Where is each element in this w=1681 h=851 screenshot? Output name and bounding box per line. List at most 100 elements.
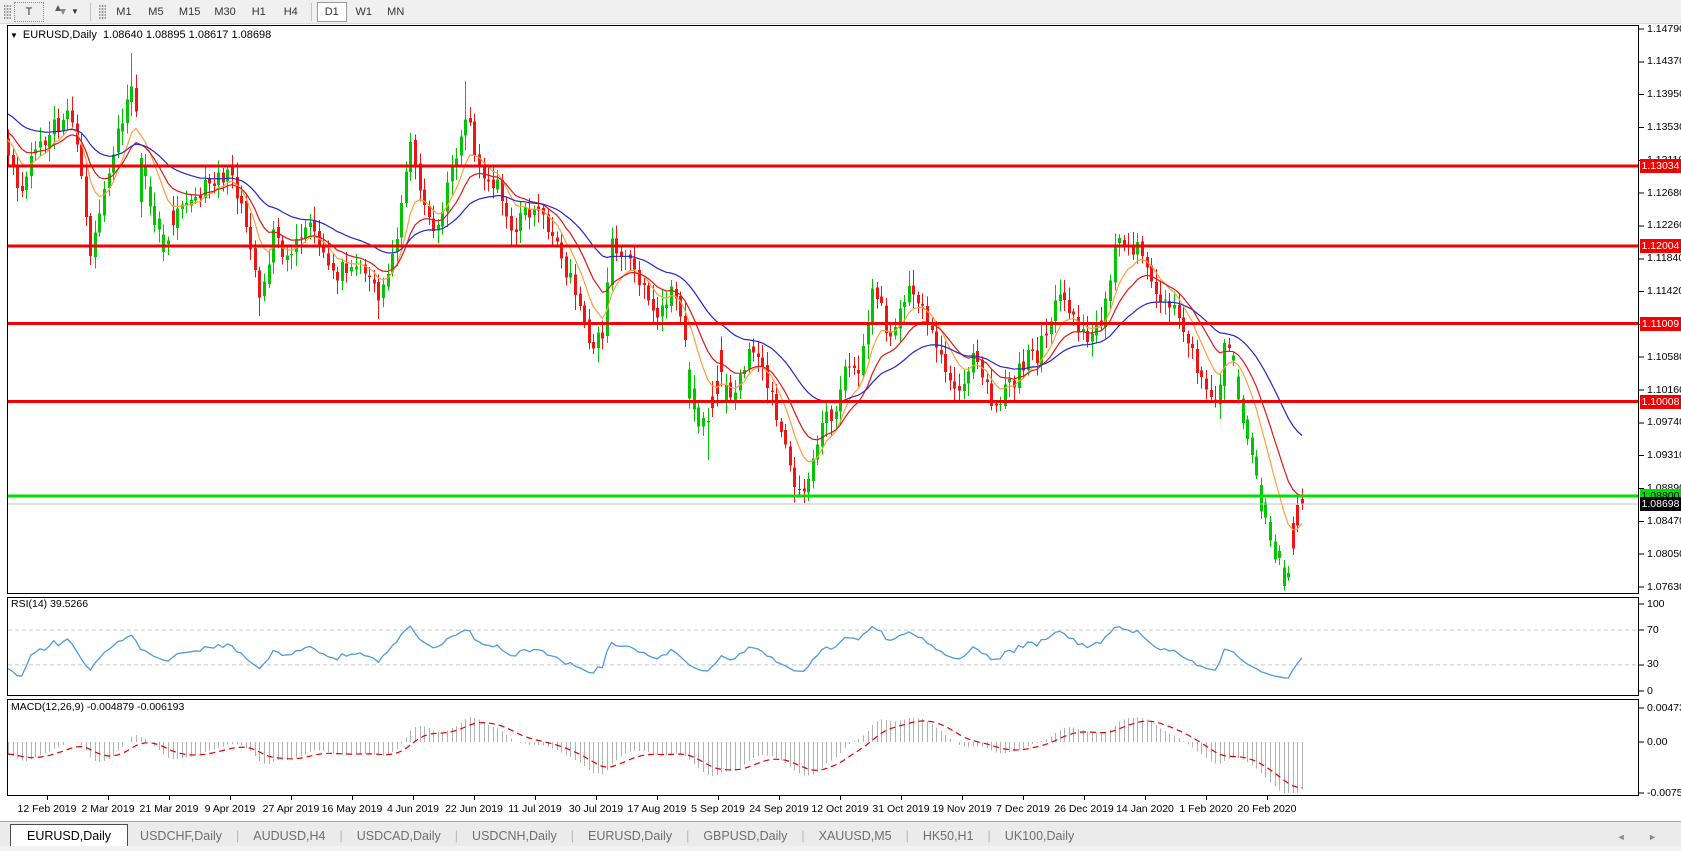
chart-tab-usdcad-daily[interactable]: USDCAD,Daily [356,829,441,843]
current-price-chip: 1.08698 [1640,496,1681,511]
price-tick-label: 1.12260 [1647,219,1681,232]
date-label: 5 Sep 2019 [691,803,745,815]
date-label: 12 Feb 2019 [17,803,77,815]
timeframe-button-m5[interactable]: M5 [148,5,164,18]
tab-separator: | [570,829,575,843]
date-label: 4 Jun 2019 [387,803,439,815]
tab-separator: | [339,829,343,843]
hline-price-chip: 1.10008 [1640,394,1681,409]
tab-separator: | [987,829,991,843]
chart-tab-gbpusd-daily[interactable]: GBPUSD,Daily [703,829,788,843]
chart-tab-usdcnh-daily[interactable]: USDCNH,Daily [472,829,557,843]
price-tick-label: 1.09310 [1647,449,1681,462]
price-tick-label: 1.10160 [1647,383,1681,396]
macd-tick-label: 0.00 [1647,735,1668,748]
chart-tab-hk50-h1[interactable]: HK50,H1 [922,829,974,843]
timeframe-button-h1[interactable]: H1 [251,5,266,18]
date-label: 20 Feb 2020 [1237,803,1297,815]
price-tick-label: 1.11420 [1647,285,1681,298]
chart-tab-usdchf-daily[interactable]: USDCHF,Daily [140,829,222,843]
date-label: 19 Nov 2019 [932,803,992,815]
date-label: 17 Aug 2019 [627,803,687,815]
date-label: 2 Mar 2019 [81,803,135,815]
price-tick-label: 1.09740 [1647,416,1681,429]
arrows-icon [52,3,68,20]
date-label: 30 Jul 2019 [568,803,624,815]
macd-label: MACD(12,26,9) -0.004879 -0.006193 [11,701,185,713]
timeframe-button-mn[interactable]: MN [387,5,405,18]
date-label: 12 Oct 2019 [811,803,869,815]
price-tick-label: 1.10580 [1647,350,1681,363]
ma-slow-line [7,113,1303,436]
ma-fast-line [7,127,1303,531]
tab-scroll-arrows[interactable]: ◄ ► [1616,832,1667,842]
timeframe-group: M1 M5 M15 M30 H1 H4 D1 W1 MN [108,1,412,22]
toolbar-separator [310,2,312,21]
tab-separator: | [454,829,459,843]
date-label: 22 Jun 2019 [445,803,503,815]
rsi-tick-label: 0 [1647,684,1653,697]
text-tool-button[interactable]: T [14,1,44,22]
chart-tab-eurusd-daily[interactable]: EURUSD,Daily [10,824,129,848]
ma-mid-line [7,131,1303,496]
toolbar: T ▼ M1 M5 M15 M30 H1 H4 D1 W1 MN [0,0,1681,24]
price-tick-label: 1.08050 [1647,547,1681,560]
timeframe-button-m30[interactable]: M30 [214,5,236,18]
date-label: 21 Mar 2019 [139,803,199,815]
chart-title: ▼ EURUSD,Daily 1.08640 1.08895 1.08617 1.… [10,29,271,41]
chart-tab-eurusd-daily[interactable]: EURUSD,Daily [588,829,673,843]
price-tick-label: 1.13950 [1647,88,1681,101]
timeframe-button-d1[interactable]: D1 [316,1,347,22]
rsi-tick-label: 30 [1647,658,1659,671]
hline-price-chip: 1.11009 [1640,316,1681,331]
rsi-tick-label: 70 [1647,623,1659,636]
toolbar-separator [89,2,91,21]
macd-tick-label: 0.004738 [1647,701,1681,714]
chart-tab-bar: EURUSD,Daily USDCHF,Daily | AUDUSD,H4 | USDCA… [0,821,1681,848]
macd-histogram [8,716,1303,793]
tab-separator: | [905,829,909,843]
price-tick-label: 1.12680 [1647,186,1681,199]
price-tick-label: 1.07630 [1647,580,1681,593]
chart-ohlc-values: 1.08640 1.08895 1.08617 1.08698 [103,29,272,41]
date-label: 31 Oct 2019 [872,803,930,815]
chart-symbol-label: EURUSD,Daily [22,29,97,41]
timeframe-button-m1[interactable]: M1 [116,5,132,18]
price-tick-label: 1.11840 [1647,252,1681,265]
toolbar-grip-2[interactable] [98,3,106,20]
tab-separator: | [801,829,805,843]
date-label: 7 Dec 2019 [996,803,1050,815]
date-label: 26 Dec 2019 [1054,803,1114,815]
chart-tab-audusd-h4[interactable]: AUDUSD,H4 [253,829,326,843]
price-tick-label: 1.14790 [1647,22,1681,35]
date-label: 24 Sep 2019 [749,803,809,815]
rsi-line [7,625,1303,679]
hline-price-chip: 1.12004 [1640,239,1681,254]
arrows-tool-button[interactable]: ▼ [46,2,85,22]
date-label: 11 Jul 2019 [508,803,562,815]
timeframe-button-m15[interactable]: M15 [178,5,201,18]
price-tick-label: 1.14370 [1647,55,1681,68]
window-resize-strip [0,846,1681,851]
price-tick-label: 1.08470 [1647,514,1681,527]
tab-separator: | [686,829,690,843]
chevron-down-icon: ▼ [71,7,79,16]
chart-tab-uk100-daily[interactable]: UK100,Daily [1004,829,1075,843]
date-label: 1 Feb 2020 [1179,803,1233,815]
timeframe-button-h4[interactable]: H4 [283,5,298,18]
price-tick-label: 1.13530 [1647,120,1681,133]
macd-tick-label: -0.00758 [1647,786,1681,799]
date-label: 14 Jan 2020 [1116,803,1174,815]
axis-ticks [47,28,1644,800]
timeframe-button-w1[interactable]: W1 [355,5,372,18]
tab-separator: | [236,829,240,843]
hline-price-chip: 1.13034 [1640,158,1681,173]
toolbar-grip[interactable] [4,3,11,20]
chart-tab-xauusd-m5[interactable]: XAUUSD,M5 [818,829,892,843]
date-label: 27 Apr 2019 [262,803,320,815]
chart-dropdown-icon[interactable]: ▼ [10,31,18,40]
rsi-pane-border [7,597,1639,696]
main-pane-border [7,25,1639,594]
date-label: 9 Apr 2019 [204,803,256,815]
